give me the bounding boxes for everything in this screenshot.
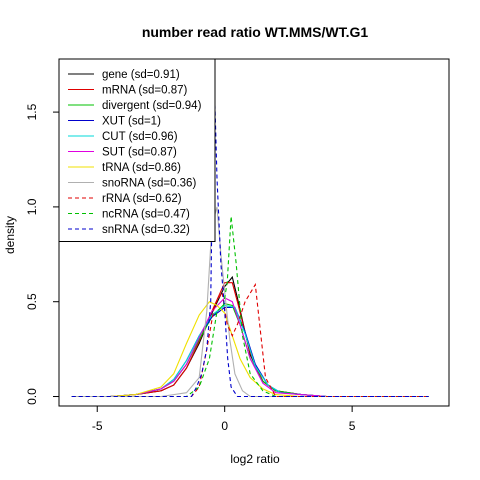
series-line [71,304,429,398]
legend-entry: CUT (sd=0.96) [102,131,178,143]
series-line [71,301,429,398]
y-axis-label: density [3,216,17,254]
series-line [71,282,429,398]
series-line [71,216,429,398]
series-lines [71,70,429,398]
x-axis-label: log2 ratio [230,452,280,466]
legend-entry: divergent (sd=0.94) [102,100,202,112]
chart-title: number read ratio WT.MMS/WT.G1 [142,24,369,40]
legend-entry: snoRNA (sd=0.36) [102,178,196,190]
legend-entry: gene (sd=0.91) [102,69,180,81]
y-tick-label: 0.0 [25,388,39,405]
legend-entry: ncRNA (sd=0.47) [102,209,190,221]
legend-entry: snRNA (sd=0.32) [102,224,190,236]
legend-entry: rRNA (sd=0.62) [102,193,182,205]
series-line [71,282,429,398]
legend-entry: tRNA (sd=0.86) [102,162,181,174]
axes: -5 0 5 0.0 0.5 1.0 1.5 [25,103,356,433]
x-tick-label: 5 [349,419,356,433]
legend-entry: XUT (sd=1) [102,116,161,128]
legend-entry: SUT (sd=0.87) [102,147,177,159]
legend-entry: mRNA (sd=0.87) [102,85,187,97]
x-tick-label: 0 [221,419,228,433]
legend: gene (sd=0.91) mRNA (sd=0.87) divergent (s… [58,58,216,242]
y-tick-label: 1.5 [25,103,39,120]
y-tick-label: 0.5 [25,293,39,310]
y-tick-label: 1.0 [25,198,39,215]
series-line [71,275,429,398]
x-tick-label: -5 [92,419,103,433]
